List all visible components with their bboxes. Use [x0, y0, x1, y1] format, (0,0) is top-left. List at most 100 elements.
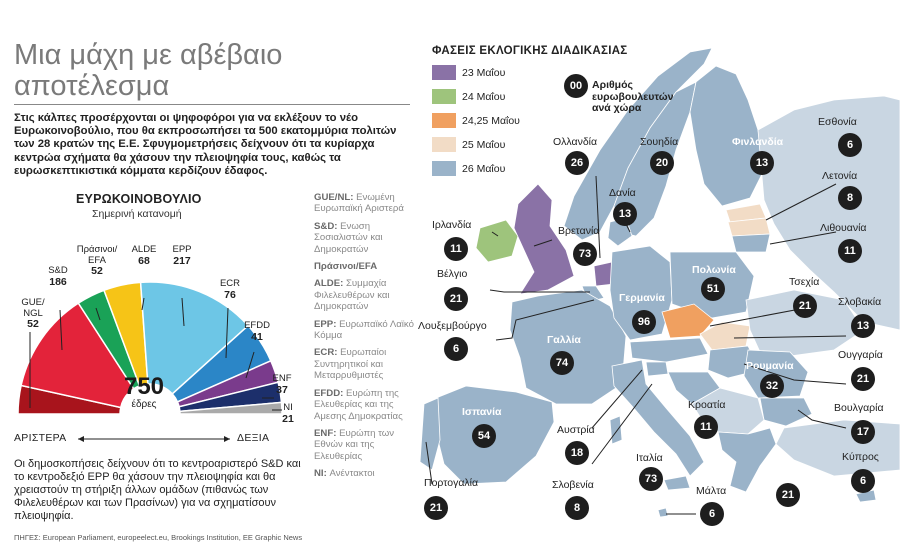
seat-badge-slovakia: 13: [851, 314, 875, 338]
country-label-croatia: Κροατία: [688, 399, 726, 411]
map-czechia: [661, 303, 715, 339]
country-label-italy: Ιταλία: [636, 452, 663, 464]
seat-label-leader: [245, 351, 255, 379]
count-legend-line-2: ευρωβουλευτών: [592, 90, 674, 103]
left-label: ΑΡΙΣΤΕΡΑ: [14, 432, 67, 444]
seat-label-greens-name-2: EFA: [88, 254, 106, 266]
abbr-efdd-text: Ευρώπη της Ελευθερίας και της Αμεσης Δημ…: [314, 387, 403, 422]
phase-label: 24,25 Μαΐου: [462, 115, 520, 127]
map-greece: [717, 427, 777, 493]
seat-badge-sweden: 20: [650, 151, 674, 175]
country-label-luxembourg: Λουξεμβούργο: [418, 320, 487, 332]
seat-label-enf-value: 37: [276, 383, 288, 396]
seat-label-efdd-value: 41: [251, 330, 263, 343]
seat-label-ni-value: 21: [282, 412, 294, 425]
count-legend-badge: 00: [564, 74, 588, 98]
country-label-czechia: Τσεχία: [789, 276, 820, 288]
seat-label-epp-name: EPP: [172, 244, 192, 255]
country-label-belgium: Βέλγιο: [437, 268, 468, 280]
right-label: ΔΕΞΙΑ: [237, 432, 270, 444]
seat-label-epp: EPP 217: [166, 244, 198, 267]
total-seats-value: 750: [123, 373, 165, 400]
seat-label-ecr-name: ECR: [219, 278, 241, 289]
parliament-subtitle: Σημερινή κατανομή: [92, 208, 182, 220]
seat-badge-luxembourg: 6: [444, 337, 468, 361]
abbr-ni-text: Ανέντακτοι: [329, 468, 375, 480]
abbr-ecr-text: Ευρωπαίοι Συντηρητικοί και Μεταρρυθμιστέ…: [314, 347, 387, 382]
phase-label: 26 Μαΐου: [462, 163, 506, 175]
seat-label-alde-value: 68: [138, 254, 150, 267]
seat-label-gue-ngl-value: 52: [27, 318, 39, 330]
seat-label-greens-name: Πράσινοι/: [76, 244, 118, 255]
country-label-bulgaria: Βουλγαρία: [834, 402, 884, 414]
abbr-efdd: EFDD: Ευρώπη της Ελευθερίας και της Αμεσ…: [314, 388, 414, 422]
seat-badge-hungary: 21: [851, 367, 875, 391]
seat-badge-portugal: 21: [424, 496, 448, 520]
total-seats: 750 έδρες: [118, 374, 170, 410]
seat-label-leader: [225, 307, 229, 359]
left-right-axis: [78, 436, 230, 442]
count-legend-line-1: Αριθμός: [592, 79, 633, 91]
seat-label-efdd-name: EFDD: [244, 320, 270, 331]
map-sardinia: [609, 415, 623, 445]
map-uk: [513, 183, 575, 295]
abbr-enf-text: Ευρώπη των Εθνών και της Ελευθερίας: [314, 427, 395, 462]
seat-badge-finland: 13: [750, 151, 774, 175]
map-austria: [629, 337, 709, 363]
seat-badge-cyprus: 6: [851, 469, 875, 493]
seat-badge-latvia: 8: [838, 186, 862, 210]
title-underline: [14, 104, 410, 105]
seat-badge-belgium: 21: [444, 287, 468, 311]
hemicycle-segment: [139, 281, 250, 395]
abbr-ecr-key: ECR:: [314, 347, 338, 359]
abbr-alde-text: Συμμαχία Φιλελευθέρων και Δημοκρατών: [314, 278, 390, 313]
seat-badge-croatia: 11: [694, 415, 718, 439]
seat-badge-czechia: 21: [793, 294, 817, 318]
map-germany: [609, 245, 673, 341]
seat-badge-greece: 21: [776, 483, 800, 507]
phase-legend-item: 24,25 Μαΐου: [432, 113, 520, 129]
abbr-ni-key: NI:: [314, 468, 327, 480]
phase-legend-title: ΦΑΣΕΙΣ ΕΚΛΟΓΙΚΗΣ ΔΙΑΔΙΚΑΣΙΑΣ: [432, 45, 628, 57]
seat-badge-ireland: 11: [444, 237, 468, 261]
parliament-title: ΕΥΡΩΚΟΙΝΟΒΟΥΛΙΟ: [76, 192, 202, 206]
phase-swatch: [432, 137, 456, 152]
country-label-denmark: Δανία: [609, 187, 636, 199]
seat-label-epp-value: 217: [173, 254, 191, 267]
count-legend-line-3: ανά χώρα: [592, 102, 642, 114]
map-sicily: [663, 475, 691, 491]
country-label-hungary: Ουγγαρία: [838, 349, 883, 361]
seat-badge-romania: 32: [760, 374, 784, 398]
country-label-malta: Μάλτα: [696, 485, 727, 497]
seat-label-s-d-name: S&D: [48, 265, 68, 276]
hemicycle-segment: [20, 302, 135, 409]
seat-label-s-d: S&D 186: [42, 265, 74, 287]
total-seats-label: έδρες: [131, 399, 157, 410]
country-label-france: Γαλλία: [547, 334, 581, 346]
seat-label-gue-ngl-name-2: NGL: [23, 307, 43, 319]
country-label-finland: Φινλανδία: [732, 136, 784, 148]
seat-badge-poland: 51: [701, 277, 725, 301]
seat-label-leader: [141, 297, 145, 311]
map-lithuania: [731, 233, 771, 253]
seat-badge-denmark: 13: [613, 202, 637, 226]
polls-note: Οι δημοσκοπήσεις δείχνουν ότι το κεντροα…: [14, 458, 301, 522]
abbr-greens-key: Πράσινοι/EFA: [314, 261, 378, 273]
country-label-poland: Πολωνία: [692, 264, 736, 276]
country-label-germany: Γερμανία: [619, 292, 665, 304]
seat-badge-austria: 18: [565, 441, 589, 465]
seat-badge-malta: 6: [700, 502, 724, 526]
seat-label-greens-value: 52: [91, 265, 103, 277]
page-title-line-2: αποτέλεσμα: [14, 70, 170, 102]
seat-badge-france: 74: [550, 351, 574, 375]
seat-label-greens: Πράσινοι/ EFA 52: [72, 244, 122, 277]
phase-legend-item: 24 Μαΐου: [432, 89, 505, 105]
abbr-epp-text: Ευρωπαϊκό Λαϊκό Κόμμα: [314, 318, 414, 342]
country-label-romania: Ρουμανία: [746, 360, 794, 372]
page-title-line-1: Μια μάχη με αβέβαιο: [14, 39, 283, 71]
map-ireland: [475, 219, 519, 263]
seat-label-efdd: EFDD 41: [240, 320, 274, 343]
country-label-portugal: Πορτογαλία: [424, 477, 479, 489]
seat-badge-estonia: 6: [838, 133, 862, 157]
phase-swatch: [432, 161, 456, 176]
